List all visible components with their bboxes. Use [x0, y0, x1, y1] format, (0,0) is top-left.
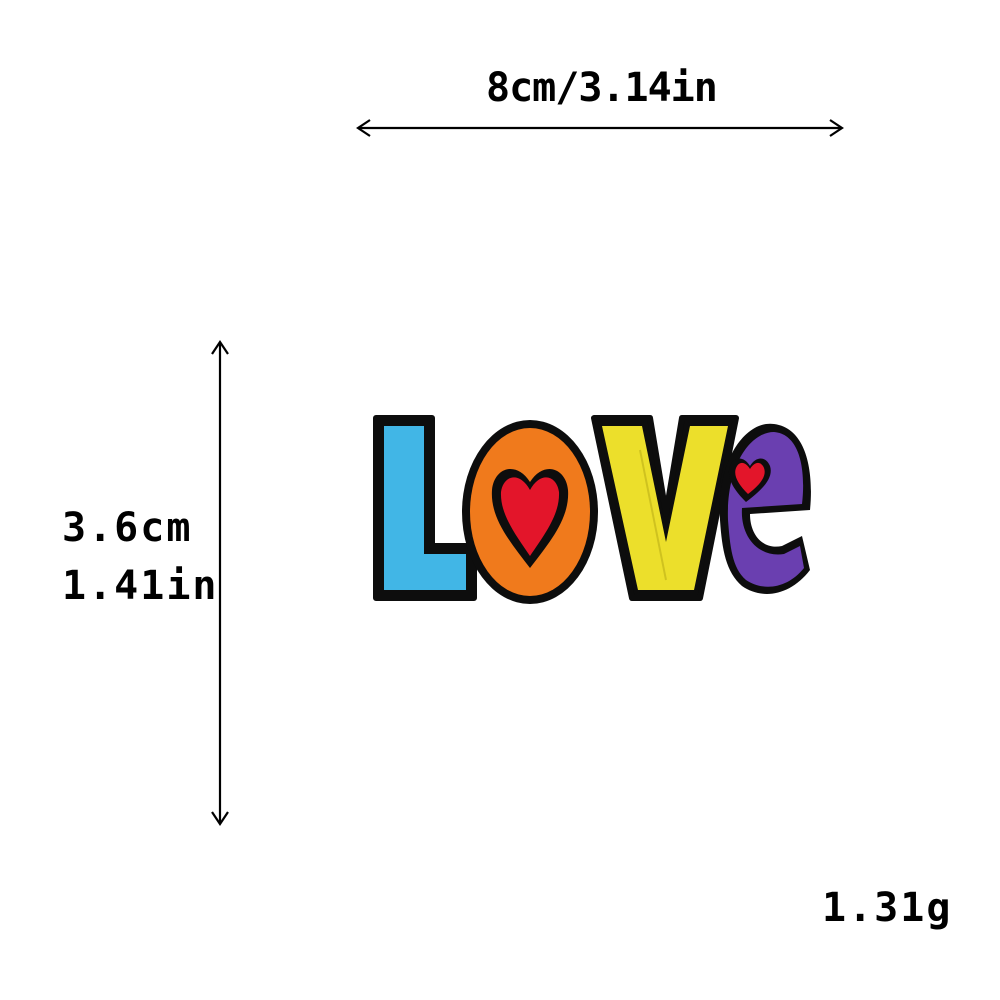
love-patch-lettering — [373, 415, 811, 604]
width-arrow — [356, 119, 844, 137]
love-patch-image — [373, 415, 811, 604]
height-dimension-label-in: 1.41in — [62, 563, 219, 609]
letter-e — [719, 423, 811, 594]
letter-l — [373, 415, 477, 601]
letter-v — [591, 415, 739, 601]
height-arrow — [211, 340, 229, 826]
heart-icon — [491, 468, 569, 568]
letter-o — [462, 420, 598, 604]
weight-label: 1.31g — [822, 885, 953, 931]
width-dimension-label: 8cm/3.14in — [486, 65, 718, 111]
height-dimension-label-cm: 3.6cm — [62, 505, 193, 551]
heart-icon — [728, 458, 771, 502]
